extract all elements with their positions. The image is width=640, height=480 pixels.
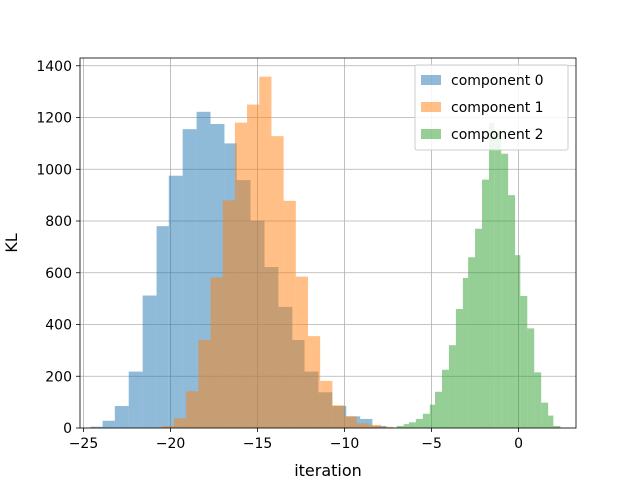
histogram-bar: [448, 345, 456, 428]
x-tick-label: −5: [421, 436, 442, 452]
series-1: [161, 76, 394, 429]
histogram-bar: [429, 404, 436, 428]
tick-labels: −25 −20 −15 −10 −5 0 0 200 400 600 800 1000 1200 1400: [36, 59, 523, 452]
y-tick-label: 1200: [36, 111, 72, 127]
histogram-bar: [295, 276, 308, 428]
histogram-bar: [501, 153, 509, 429]
histogram-bar: [435, 391, 442, 428]
histogram-bar: [462, 277, 469, 428]
histogram-bar: [356, 423, 369, 428]
histogram-bar: [415, 418, 423, 428]
histogram-bar: [441, 369, 449, 428]
legend-swatch: [421, 75, 441, 85]
x-tick-label: −20: [156, 436, 186, 452]
histogram-bar: [168, 175, 183, 428]
histogram-bar: [234, 122, 248, 429]
histogram-bar: [344, 416, 357, 428]
y-tick-label: 0: [63, 421, 72, 437]
histogram-bar: [198, 340, 211, 428]
histogram-bar: [548, 415, 554, 428]
histogram-bar: [396, 425, 404, 428]
histogram-bar: [475, 228, 483, 428]
y-tick-label: 600: [45, 266, 72, 282]
histogram-bars: [90, 76, 561, 429]
x-tick-label: −10: [330, 436, 360, 452]
y-tick-label: 1000: [36, 162, 72, 178]
histogram-bar: [488, 122, 495, 429]
histogram-bar: [222, 200, 235, 428]
legend-swatch: [421, 129, 441, 139]
histogram-bar: [408, 422, 416, 428]
histogram-bar: [128, 371, 143, 428]
legend-label: component 1: [451, 100, 544, 116]
histogram-bar: [403, 424, 409, 428]
histogram-bar: [173, 418, 187, 428]
x-tick-label: 0: [514, 436, 523, 452]
histogram-bar: [142, 295, 157, 428]
histogram-bar: [271, 136, 284, 428]
legend-box: [414, 64, 569, 151]
histogram-bar: [307, 336, 321, 428]
histogram-bar: [455, 308, 463, 428]
histogram-bar: [482, 179, 489, 428]
histogram-bar: [210, 277, 223, 428]
histogram-bar: [320, 380, 333, 428]
legend: component 0 component 1 component 2: [414, 64, 569, 151]
histogram-bar: [90, 426, 103, 428]
y-tick-label: 200: [45, 369, 72, 385]
legend-swatch: [421, 102, 441, 112]
x-tick-label: −15: [243, 436, 273, 452]
series-2: [396, 122, 561, 429]
histogram-bar: [508, 195, 516, 428]
histogram-bar: [368, 424, 382, 428]
histogram-bar: [332, 405, 345, 428]
y-tick-label: 400: [45, 318, 72, 334]
histogram-bar: [534, 372, 542, 428]
histogram-bar: [381, 426, 394, 428]
histogram-bar: [102, 420, 115, 428]
legend-label: component 2: [451, 127, 544, 143]
histogram-bar: [247, 104, 260, 428]
histogram-bar: [156, 226, 169, 428]
histogram-bar: [161, 425, 174, 428]
y-tick-label: 800: [45, 214, 72, 230]
histogram-bar: [494, 133, 502, 428]
histogram-bar: [259, 76, 272, 429]
histogram-bar: [422, 413, 430, 428]
tick-marks: [76, 65, 519, 432]
histogram-bar: [515, 255, 521, 428]
axes-frame: [79, 57, 577, 429]
x-axis-label: iteration: [294, 461, 362, 480]
histogram-bar: [182, 129, 197, 428]
histogram-bar: [553, 425, 561, 428]
y-tick-label: 1400: [36, 59, 72, 75]
y-axis-label: KL: [2, 233, 21, 252]
histogram-bar: [541, 402, 549, 428]
histogram-bar: [283, 200, 296, 428]
histogram-bar: [186, 391, 199, 428]
histogram-bar: [527, 328, 535, 428]
legend-label: component 0: [451, 73, 544, 89]
histogram-bar: [468, 257, 476, 428]
x-tick-label: −25: [69, 436, 99, 452]
histogram-bar: [520, 296, 528, 428]
histogram-bar: [114, 406, 129, 428]
